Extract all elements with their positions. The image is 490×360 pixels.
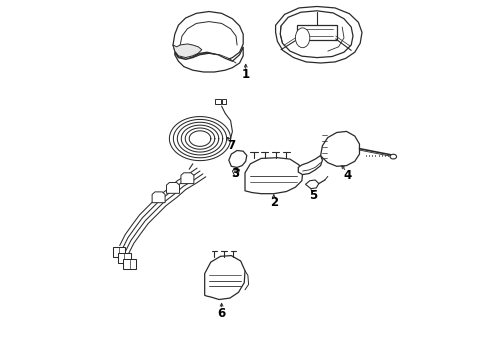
Polygon shape bbox=[298, 156, 322, 175]
Polygon shape bbox=[216, 99, 220, 104]
Polygon shape bbox=[232, 167, 240, 176]
Ellipse shape bbox=[390, 154, 396, 159]
Text: 2: 2 bbox=[270, 196, 278, 209]
Polygon shape bbox=[118, 253, 131, 263]
Polygon shape bbox=[181, 173, 194, 184]
Polygon shape bbox=[221, 99, 226, 104]
Polygon shape bbox=[275, 6, 362, 63]
Text: 1: 1 bbox=[242, 68, 250, 81]
Text: 3: 3 bbox=[231, 167, 239, 180]
Polygon shape bbox=[280, 11, 353, 58]
Polygon shape bbox=[173, 12, 243, 60]
Polygon shape bbox=[167, 183, 179, 193]
Polygon shape bbox=[173, 44, 202, 58]
Text: 7: 7 bbox=[227, 139, 235, 152]
Polygon shape bbox=[305, 180, 319, 189]
Polygon shape bbox=[205, 256, 245, 300]
Ellipse shape bbox=[295, 28, 310, 48]
Text: 4: 4 bbox=[343, 169, 351, 182]
Polygon shape bbox=[113, 247, 125, 257]
Polygon shape bbox=[245, 158, 303, 194]
Polygon shape bbox=[123, 259, 136, 269]
Polygon shape bbox=[229, 150, 247, 167]
Text: 5: 5 bbox=[309, 189, 318, 202]
Text: 6: 6 bbox=[218, 307, 226, 320]
Polygon shape bbox=[152, 192, 165, 203]
Polygon shape bbox=[320, 131, 360, 166]
Polygon shape bbox=[297, 25, 337, 40]
Polygon shape bbox=[175, 47, 243, 72]
